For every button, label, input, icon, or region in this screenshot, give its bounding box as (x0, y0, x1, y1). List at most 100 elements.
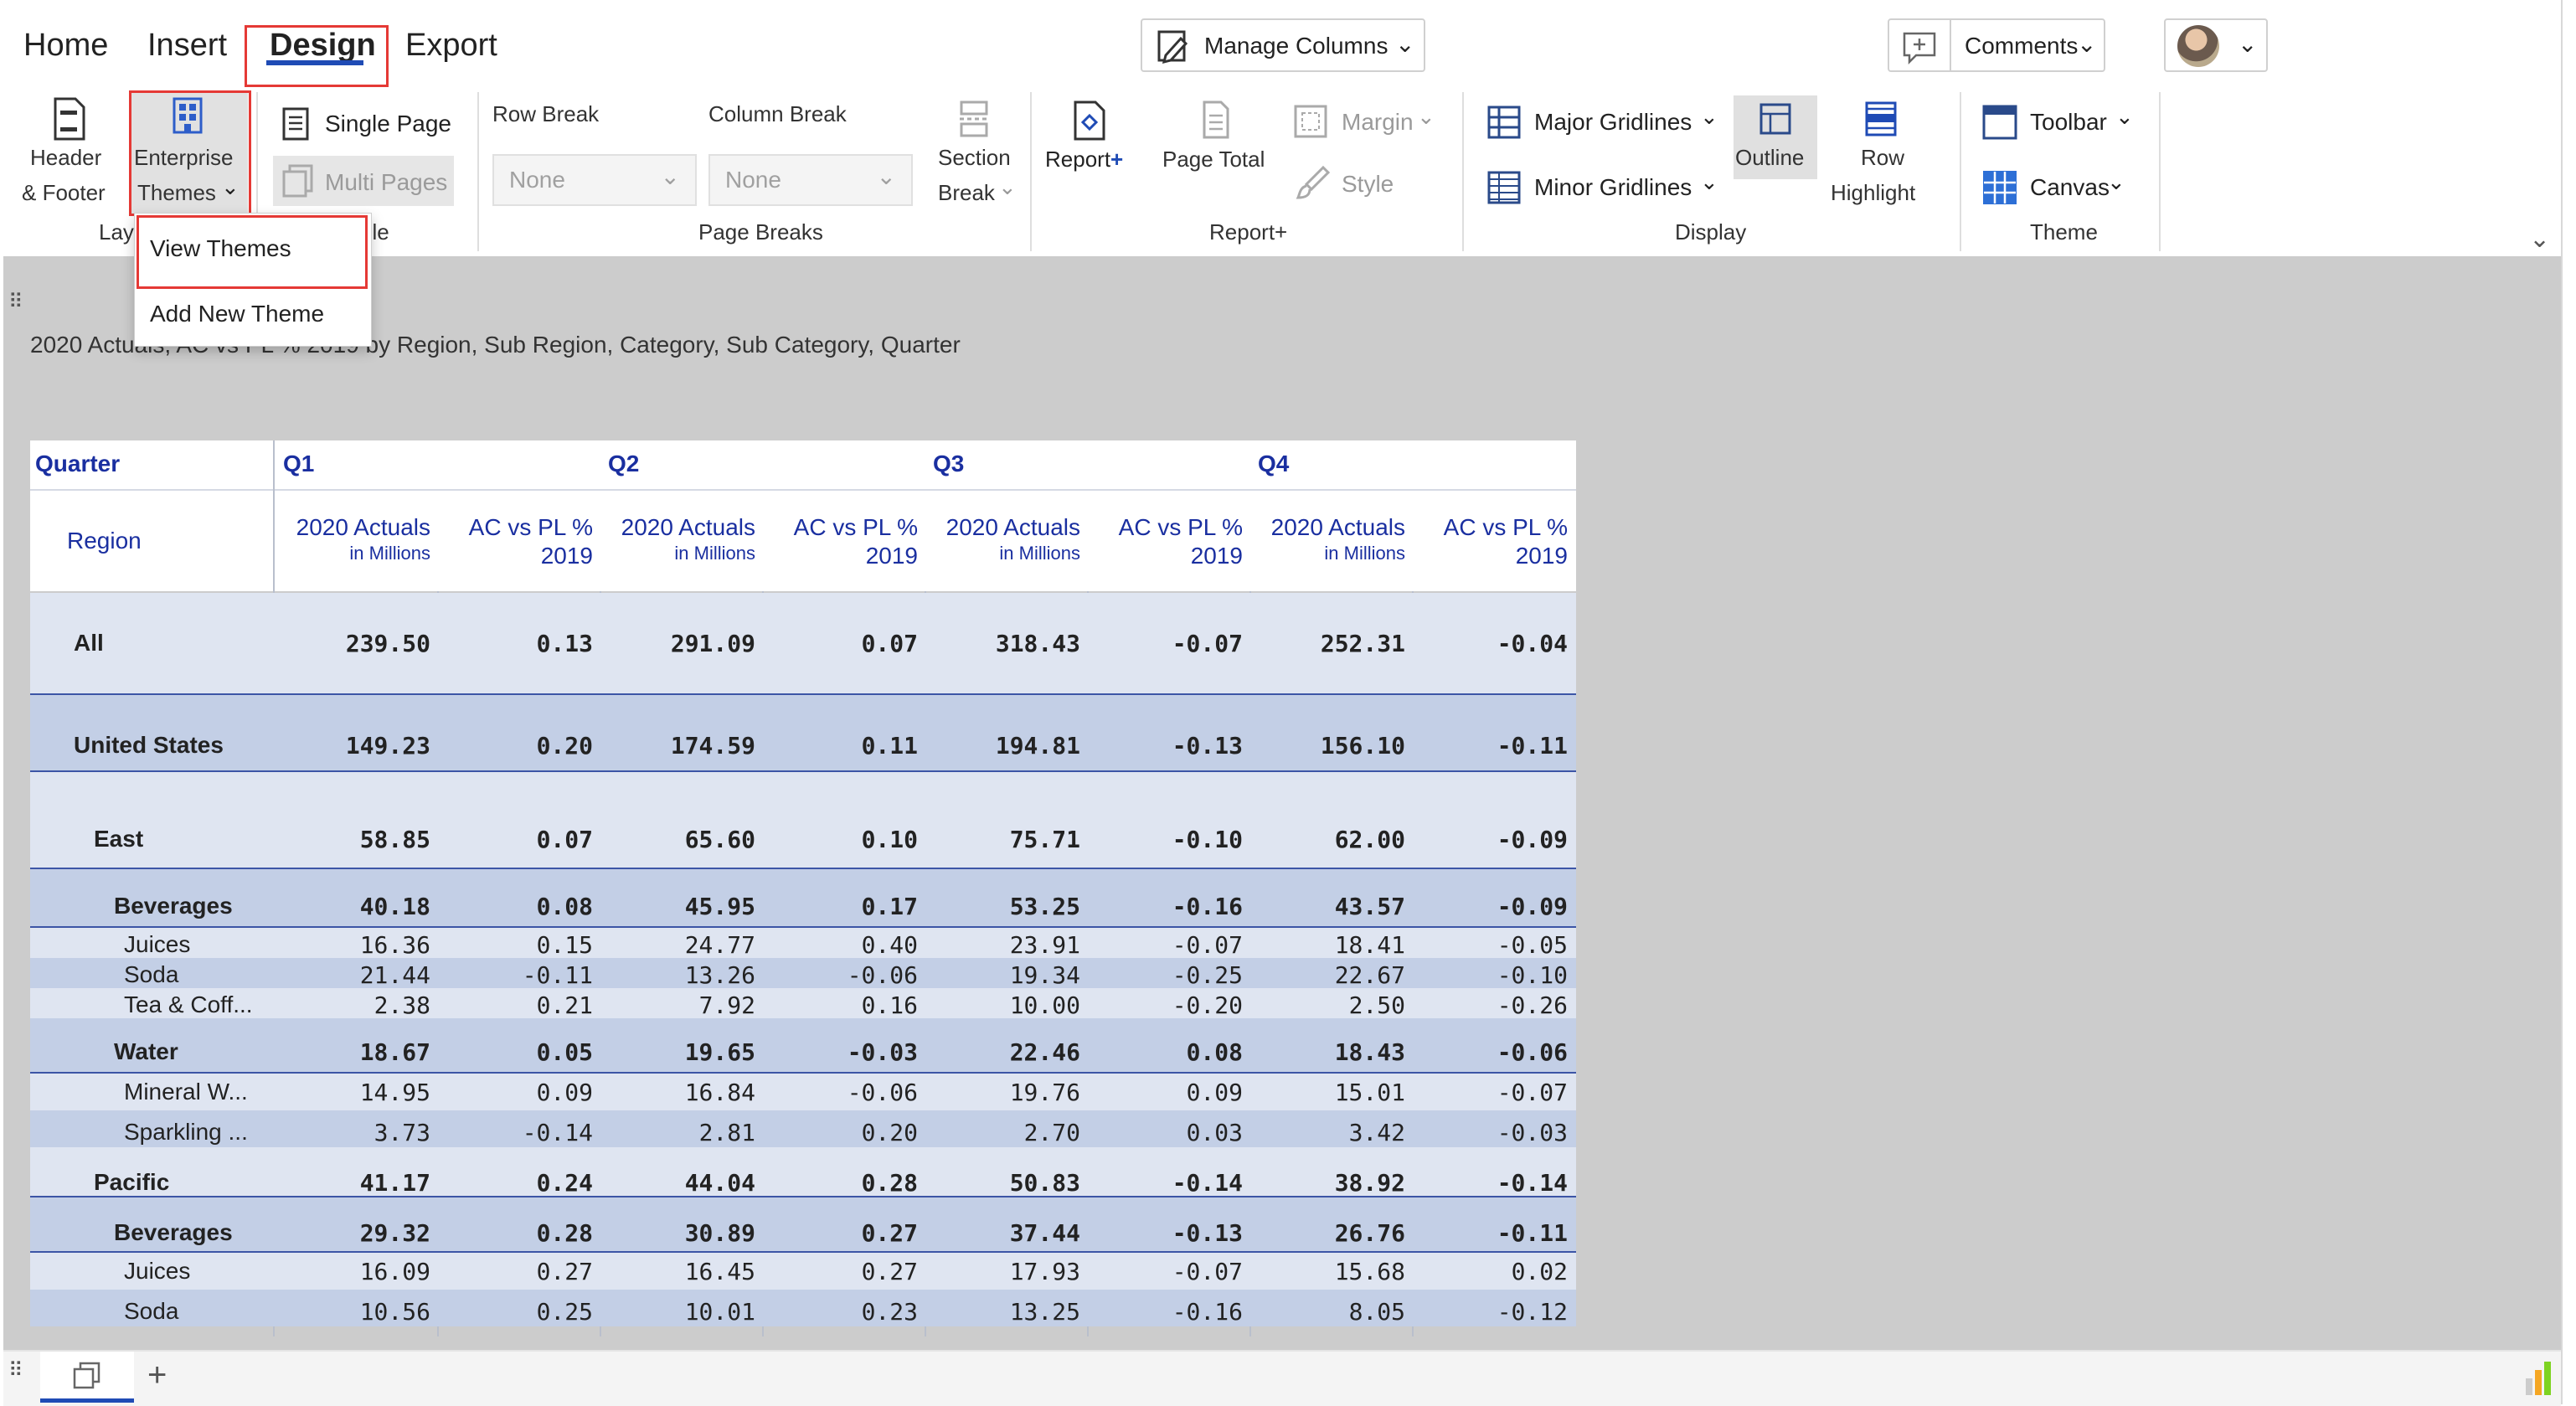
row-label[interactable]: Pacific (94, 1169, 170, 1195)
variance-cell[interactable]: 0.28 (861, 1169, 918, 1197)
actuals-cell[interactable]: 65.60 (684, 826, 755, 853)
measure-header-actuals[interactable]: 2020 Actuals (1270, 514, 1405, 540)
row-label[interactable]: Soda (124, 1298, 179, 1324)
variance-cell[interactable]: 0.05 (536, 1038, 593, 1066)
variance-cell[interactable]: 0.20 (536, 732, 593, 760)
variance-cell[interactable]: -0.09 (1497, 893, 1568, 920)
actuals-cell[interactable]: 19.65 (684, 1038, 755, 1066)
row-label[interactable]: Juices (124, 1258, 191, 1284)
actuals-cell[interactable]: 19.76 (1009, 1079, 1080, 1106)
actuals-cell[interactable]: 53.25 (1009, 893, 1080, 920)
variance-cell[interactable]: -0.13 (1172, 1219, 1243, 1247)
variance-cell[interactable]: -0.10 (1172, 826, 1243, 853)
row-label[interactable]: Mineral W... (124, 1079, 248, 1105)
variance-cell[interactable]: -0.06 (1497, 1038, 1568, 1066)
actuals-cell[interactable]: 17.93 (1009, 1258, 1080, 1285)
variance-cell[interactable]: 0.16 (861, 991, 918, 1019)
variance-cell[interactable]: -0.07 (1497, 1079, 1568, 1106)
variance-cell[interactable]: 0.20 (861, 1119, 918, 1146)
table-row[interactable]: Soda 10.56 0.25 10.01 0.23 13.25 -0.16 8.05 -0.1… (30, 1290, 1576, 1326)
section-break-button[interactable]: Section Break ⌄ (931, 97, 1018, 214)
variance-cell[interactable]: -0.05 (1497, 931, 1568, 959)
row-label[interactable]: Soda (124, 961, 179, 987)
variance-cell[interactable]: -0.10 (1497, 961, 1568, 989)
variance-cell[interactable]: -0.03 (1497, 1119, 1568, 1146)
measure-header-actuals[interactable]: 2020 Actuals (296, 514, 430, 540)
style-button[interactable]: Style (1290, 162, 1424, 204)
actuals-cell[interactable]: 3.42 (1348, 1119, 1405, 1146)
actuals-cell[interactable]: 45.95 (684, 893, 755, 920)
variance-cell[interactable]: 0.27 (861, 1219, 918, 1247)
actuals-cell[interactable]: 291.09 (670, 630, 755, 657)
actuals-cell[interactable]: 2.50 (1348, 991, 1405, 1019)
region-header[interactable]: Region (67, 528, 142, 554)
actuals-cell[interactable]: 10.56 (359, 1298, 430, 1326)
table-row[interactable]: Beverages 40.18 0.08 45.95 0.17 53.25 -0.16 43.… (30, 869, 1576, 928)
actuals-cell[interactable]: 37.44 (1009, 1219, 1080, 1247)
column-break-select[interactable]: None ⌄ (708, 154, 913, 206)
view-themes-menu-item[interactable]: View Themes (150, 235, 291, 261)
actuals-cell[interactable]: 44.04 (684, 1169, 755, 1197)
comments-button[interactable]: Comments ⌄ (1888, 18, 2105, 72)
multi-pages-button[interactable]: Multi Pages (273, 156, 454, 206)
actuals-cell[interactable]: 16.45 (684, 1258, 755, 1285)
variance-cell[interactable]: -0.06 (847, 1079, 918, 1106)
actuals-cell[interactable]: 3.73 (374, 1119, 430, 1146)
table-row[interactable]: Mineral W... 14.95 0.09 16.84 -0.06 19.76 0.09… (30, 1074, 1576, 1110)
table-row[interactable]: Sparkling ... 3.73 -0.14 2.81 0.20 2.70 0.03 3.… (30, 1110, 1576, 1147)
row-highlight-button[interactable]: Row Highlight (1822, 97, 1940, 214)
actuals-cell[interactable]: 2.38 (374, 991, 430, 1019)
table-row[interactable]: Soda 21.44 -0.11 13.26 -0.06 19.34 -0.25 22.67 -… (30, 958, 1576, 989)
row-label[interactable]: Beverages (114, 1219, 233, 1245)
actuals-cell[interactable]: 2.70 (1023, 1119, 1080, 1146)
table-row[interactable]: All 239.50 0.13 291.09 0.07 318.43 -0.07 252.31… (30, 593, 1576, 695)
actuals-cell[interactable]: 14.95 (359, 1079, 430, 1106)
actuals-cell[interactable]: 30.89 (684, 1219, 755, 1247)
measure-header-actuals[interactable]: 2020 Actuals (945, 514, 1080, 540)
actuals-cell[interactable]: 16.36 (359, 931, 430, 959)
actuals-cell[interactable]: 75.71 (1009, 826, 1080, 853)
variance-cell[interactable]: -0.03 (847, 1038, 918, 1066)
variance-cell[interactable]: 0.09 (536, 1079, 593, 1106)
actuals-cell[interactable]: 318.43 (995, 630, 1080, 657)
actuals-cell[interactable]: 13.25 (1009, 1298, 1080, 1326)
table-row[interactable]: Pacific 41.17 0.24 44.04 0.28 50.83 -0.14 38.92… (30, 1147, 1576, 1197)
variance-cell[interactable]: -0.07 (1172, 931, 1243, 959)
tab-insert[interactable]: Insert (147, 28, 228, 63)
page-tab[interactable] (40, 1352, 134, 1403)
tab-export[interactable]: Export (405, 28, 497, 63)
actuals-cell[interactable]: 58.85 (359, 826, 430, 853)
table-row[interactable]: Tea & Coff... 2.38 0.21 7.92 0.16 10.00 -0.20 2… (30, 988, 1576, 1019)
actuals-cell[interactable]: 15.01 (1334, 1079, 1405, 1106)
collapse-ribbon-icon[interactable]: ⌄ (2529, 225, 2551, 253)
actuals-cell[interactable]: 26.76 (1334, 1219, 1405, 1247)
variance-cell[interactable]: 0.09 (1186, 1079, 1243, 1106)
variance-cell[interactable]: 0.27 (536, 1258, 593, 1285)
margin-button[interactable]: Margin ⌄ (1290, 100, 1440, 142)
variance-cell[interactable]: -0.26 (1497, 991, 1568, 1019)
table-row[interactable]: United States 149.23 0.20 174.59 0.11 194.81 -… (30, 695, 1576, 772)
variance-cell[interactable]: -0.09 (1497, 826, 1568, 853)
variance-cell[interactable]: -0.06 (847, 961, 918, 989)
actuals-cell[interactable]: 43.57 (1334, 893, 1405, 920)
variance-cell[interactable]: -0.13 (1172, 732, 1243, 760)
row-label[interactable]: Beverages (114, 893, 233, 919)
actuals-cell[interactable]: 7.92 (698, 991, 755, 1019)
variance-cell[interactable]: 0.07 (861, 630, 918, 657)
outline-button[interactable]: Outline (1734, 95, 1817, 179)
drag-handle-icon[interactable]: ⠿ (8, 291, 23, 313)
variance-cell[interactable]: -0.11 (522, 961, 593, 989)
table-row[interactable]: Water 18.67 0.05 19.65 -0.03 22.46 0.08 18.43 -0… (30, 1018, 1576, 1074)
actuals-cell[interactable]: 16.84 (684, 1079, 755, 1106)
actuals-cell[interactable]: 21.44 (359, 961, 430, 989)
variance-cell[interactable]: 0.10 (861, 826, 918, 853)
variance-cell[interactable]: 0.08 (1186, 1038, 1243, 1066)
row-label[interactable]: East (94, 826, 144, 852)
variance-cell[interactable]: -0.11 (1497, 732, 1568, 760)
variance-cell[interactable]: -0.25 (1172, 961, 1243, 989)
actuals-cell[interactable]: 29.32 (359, 1219, 430, 1247)
variance-cell[interactable]: -0.20 (1172, 991, 1243, 1019)
variance-cell[interactable]: 0.13 (536, 630, 593, 657)
actuals-cell[interactable]: 18.43 (1334, 1038, 1405, 1066)
measure-header-variance[interactable]: AC vs PL % (793, 514, 918, 540)
